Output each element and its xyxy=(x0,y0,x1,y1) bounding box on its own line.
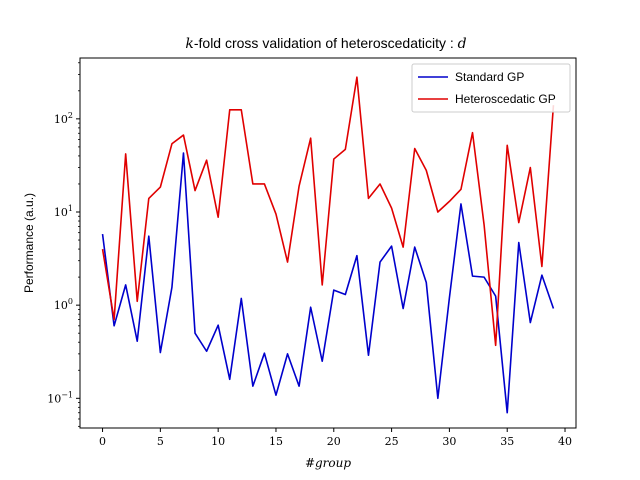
y-tick-label: 102 xyxy=(54,111,73,126)
y-axis: 10−1 100 101 102 xyxy=(47,111,80,405)
series-line-heteroscedatic-gp xyxy=(101,76,555,347)
x-tick-label: 15 xyxy=(269,435,283,448)
series-layer xyxy=(101,76,555,414)
y-tick-label: 10−1 xyxy=(47,390,73,405)
y-axis-minor-ticks xyxy=(78,62,80,427)
legend-box xyxy=(411,63,571,113)
x-tick-label: 10 xyxy=(211,435,225,448)
x-axis: 0 5 10 15 20 25 30 35 40 xyxy=(99,428,572,448)
x-tick-label: 20 xyxy=(327,435,341,448)
y-tick-label: 101 xyxy=(54,204,73,219)
plot-frame xyxy=(79,57,577,429)
x-axis-label: #group xyxy=(305,456,351,470)
chart-title: k-fold cross validation of heteroscedati… xyxy=(185,35,466,52)
x-tick-label: 35 xyxy=(500,435,514,448)
y-axis-label: Performance (a.u.) xyxy=(22,193,36,293)
series-line-standard-gp xyxy=(101,152,555,414)
legend-label-standard-gp: Standard GP xyxy=(455,70,524,84)
y-tick-label: 100 xyxy=(54,297,73,312)
x-tick-label: 30 xyxy=(442,435,456,448)
x-tick-label: 5 xyxy=(157,435,164,448)
x-tick-label: 25 xyxy=(385,435,399,448)
x-tick-label: 40 xyxy=(558,435,572,448)
legend: Standard GP Heteroscedatic GP xyxy=(411,63,571,113)
x-tick-label: 0 xyxy=(99,435,106,448)
legend-label-heteroscedatic-gp: Heteroscedatic GP xyxy=(455,92,556,106)
